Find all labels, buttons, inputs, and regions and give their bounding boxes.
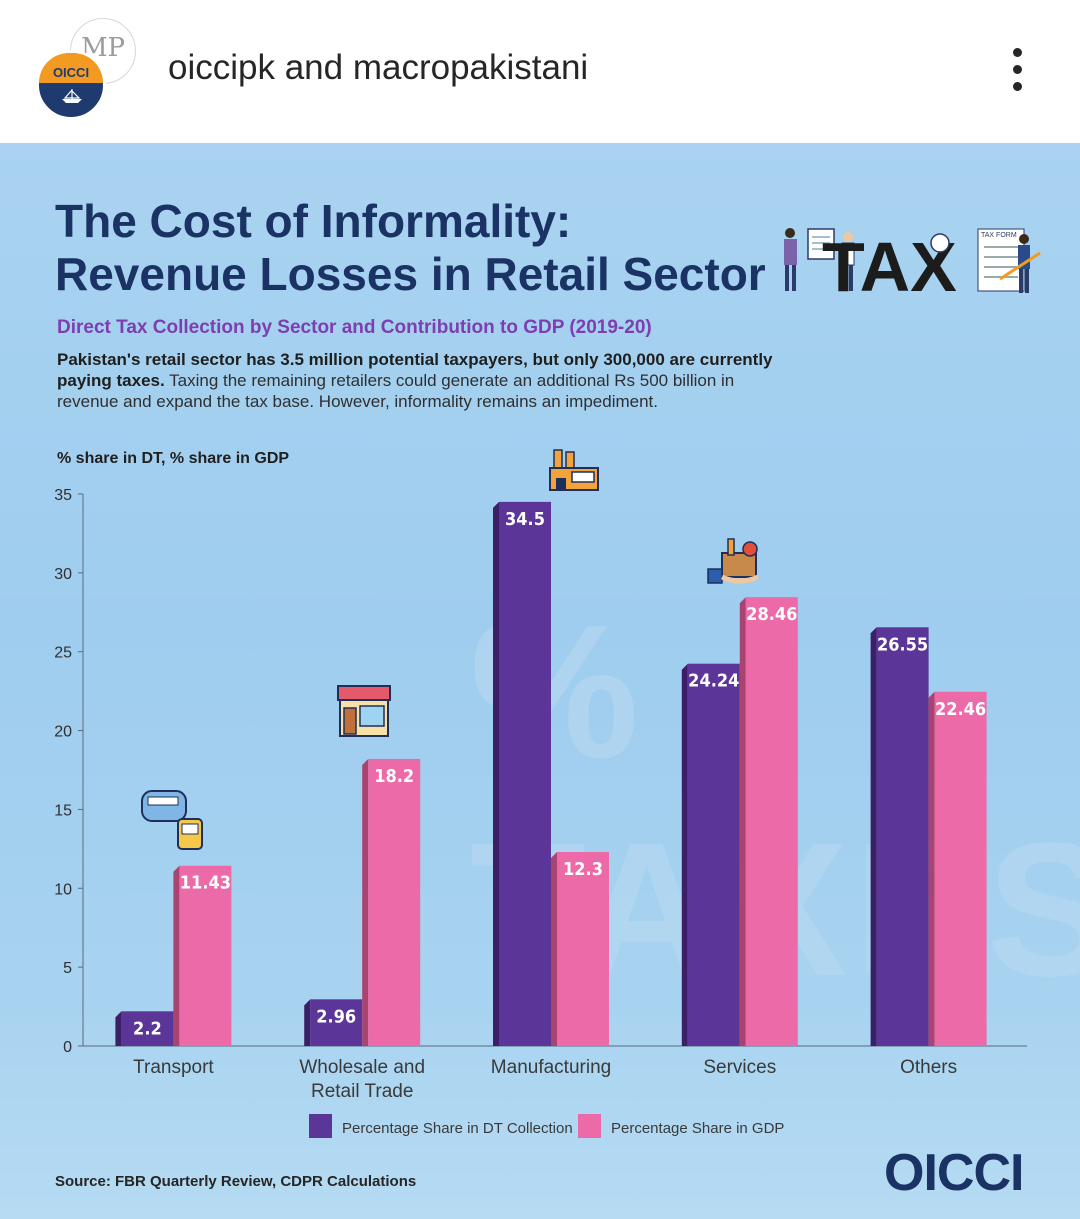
post-image[interactable]: % TAXES The Cost of Informality: Revenue… (0, 143, 1080, 1219)
legend-swatch-dt (309, 1114, 332, 1138)
y-tick-label: 0 (63, 1039, 72, 1056)
bar-value-label: 2.96 (316, 1006, 356, 1027)
train-bus-icon (141, 790, 203, 850)
bar-value-label: 22.46 (935, 699, 986, 720)
bar-side (870, 627, 877, 1046)
bar-side (304, 999, 311, 1046)
bar-value-label: 28.46 (746, 604, 797, 625)
post-header: MP OICCI oiccipk and macropakistani (0, 0, 1080, 143)
bar-side (739, 597, 746, 1046)
factory-icon (549, 449, 599, 491)
legend-label-gdp: Percentage Share in GDP (611, 1120, 784, 1137)
dt-bar (121, 1011, 174, 1046)
description-rest: Taxing the remaining retailers could gen… (57, 371, 735, 411)
bar-side (681, 663, 688, 1046)
oiccipk-avatar[interactable]: OICCI (36, 50, 106, 120)
y-tick-label: 10 (54, 881, 72, 898)
bar-side (493, 501, 499, 1046)
x-category-label: Manufacturing (491, 1057, 611, 1078)
source-note: Source: FBR Quarterly Review, CDPR Calcu… (55, 1173, 417, 1190)
dt-bar (687, 663, 740, 1046)
x-category-label: Transport (133, 1057, 214, 1078)
y-tick-label: 35 (54, 487, 72, 504)
dt-bar (876, 627, 929, 1046)
ship-icon (62, 89, 82, 103)
avatar-oicci-text: OICCI (52, 65, 90, 80)
bar-value-label: 26.55 (877, 634, 928, 655)
gdp-bar (557, 852, 609, 1046)
shop-icon (337, 685, 391, 737)
bar-chart: 0 5 10 15 20 25 30 35 2.2 11.43 Transport 2.96 18.2 W… (54, 449, 1027, 1138)
dt-bar (499, 501, 551, 1046)
bar-value-label: 12.3 (563, 859, 603, 880)
y-tick-label: 30 (54, 566, 72, 583)
title-line-1: The Cost of Informality: (55, 195, 572, 247)
bar-side (551, 852, 557, 1046)
bar-side (928, 691, 935, 1046)
y-tick-label: 20 (54, 724, 72, 741)
bar-side (173, 865, 180, 1046)
bar-value-label: 18.2 (374, 766, 414, 787)
dt-bar (310, 999, 363, 1046)
x-category-label: Retail Trade (311, 1081, 413, 1102)
description: Pakistan's retail sector has 3.5 million… (57, 349, 787, 412)
page-title: The Cost of Informality: Revenue Losses … (55, 195, 766, 301)
bar-side (362, 758, 369, 1046)
legend-swatch-gdp (578, 1114, 601, 1138)
tax-illustration-icon: TAX TAX FORM (784, 228, 1041, 298)
oicci-logo: OICCI (884, 1144, 1024, 1202)
bar-value-label: 11.43 (180, 873, 231, 894)
title-line-2: Revenue Losses in Retail Sector (55, 248, 766, 300)
chart-subtitle: Direct Tax Collection by Sector and Cont… (57, 317, 652, 338)
bar-value-label: 34.5 (505, 509, 545, 530)
more-vertical-icon[interactable] (1000, 44, 1036, 96)
y-tick-label: 15 (54, 802, 72, 819)
services-icon (707, 538, 760, 584)
y-tick-label: 25 (54, 645, 72, 662)
legend-label-dt: Percentage Share in DT Collection (342, 1120, 573, 1137)
gdp-bar (368, 758, 421, 1046)
bar-value-label: 2.2 (133, 1018, 162, 1039)
description-bold: Pakistan's retail sector has 3.5 million… (57, 350, 773, 390)
x-category-label: Services (703, 1057, 776, 1078)
y-tick-label: 5 (63, 960, 72, 977)
y-axis-title: % share in DT, % share in GDP (57, 450, 290, 467)
x-category-label: Others (900, 1057, 957, 1078)
account-names[interactable]: oiccipk and macropakistani (168, 48, 589, 87)
bar-value-label: 24.24 (688, 671, 739, 692)
gdp-bar (745, 597, 798, 1046)
gdp-bar (934, 691, 987, 1046)
bar-side (115, 1011, 122, 1046)
tax-form-label: TAX FORM (981, 232, 1017, 239)
gdp-bar (179, 865, 232, 1046)
x-category-label: Wholesale and (299, 1057, 425, 1078)
